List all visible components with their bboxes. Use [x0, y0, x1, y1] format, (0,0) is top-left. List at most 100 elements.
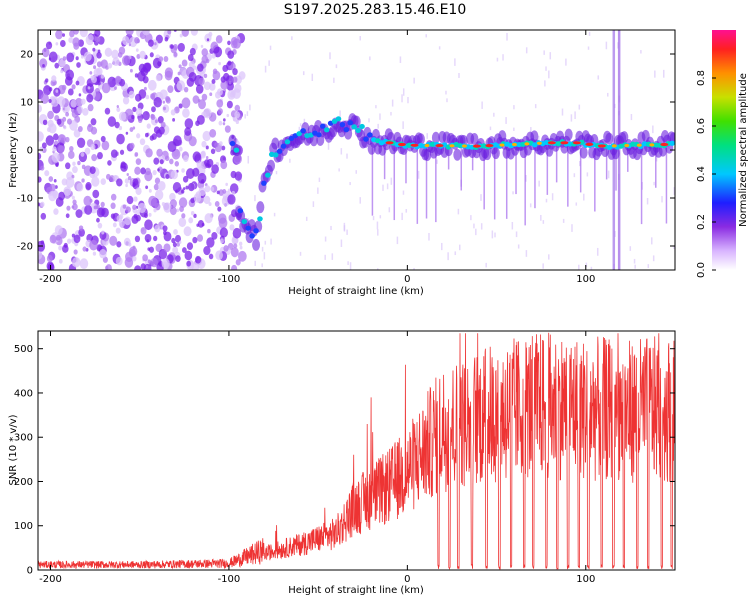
spectrogram-noise-mark	[176, 208, 180, 213]
spectrogram-streak-mark	[405, 147, 407, 184]
spectrogram-noise-mark	[40, 212, 47, 220]
spectrogram-noise-mark	[107, 76, 117, 88]
spectrogram-noise-mark	[178, 103, 183, 109]
spectrogram-track-core	[229, 140, 236, 147]
spectrogram-noise-mark	[149, 52, 154, 58]
spectrogram-noise-mark	[89, 166, 96, 174]
spectrogram-noise-mark	[159, 89, 168, 100]
spectrogram-streak-mark	[655, 147, 657, 188]
spectrogram-noise-mark	[67, 88, 74, 96]
spectrogram-track-core	[669, 140, 675, 146]
spectrogram-noise-mark	[179, 33, 183, 38]
spectrogram-noise-mark	[110, 149, 118, 158]
spectrogram-faint-mark	[247, 218, 250, 223]
spectrogram-track-peak	[511, 142, 517, 147]
spectrogram-streak-mark	[493, 147, 496, 220]
spectrogram-noise-mark	[173, 228, 178, 235]
spectrogram-noise-mark	[177, 71, 181, 76]
spectrogram-noise-mark	[154, 42, 157, 46]
spectrogram-faint-mark	[425, 34, 427, 38]
spectrogram-track-peak	[499, 143, 505, 147]
spectrogram-noise-mark	[138, 117, 143, 124]
spectrogram-noise-mark	[41, 142, 47, 149]
spectrogram-faint-mark	[551, 193, 554, 201]
spectrogram-faint-mark	[561, 108, 564, 116]
spectrogram-faint-mark	[329, 52, 331, 60]
spectrogram-track-halo	[267, 159, 276, 172]
spectrogram-track-core	[351, 124, 357, 130]
spectrogram-noise-mark	[151, 106, 156, 113]
spectrogram-noise-mark	[101, 82, 111, 94]
spectrogram-faint-mark	[349, 262, 352, 270]
spectrogram-faint-mark	[538, 180, 540, 187]
spectrogram-noise-mark	[112, 57, 120, 66]
spectrogram-noise-mark	[232, 68, 238, 76]
spectrogram-noise-mark	[142, 111, 150, 121]
spectrogram-noise-mark	[51, 75, 57, 82]
spectrogram-faint-mark	[513, 105, 515, 110]
spectrogram-noise-mark	[156, 148, 163, 157]
spectrogram-noise-mark	[65, 69, 75, 81]
spectrogram-faint-mark	[399, 56, 402, 63]
spectrogram-noise-mark	[42, 63, 45, 68]
spectrogram-faint-mark	[407, 96, 409, 104]
snr-y-tick-label: 0	[27, 566, 33, 577]
spectrogram-track-core	[233, 147, 240, 153]
spectrogram-faint-mark	[544, 80, 546, 87]
spectrogram-noise-mark	[219, 141, 223, 146]
spectrogram-noise-mark	[114, 86, 117, 90]
spectrogram-noise-mark	[131, 114, 135, 120]
spectrogram-noise-mark	[71, 84, 76, 90]
spectrogram-track-halo	[252, 238, 261, 251]
spectrogram-noise-mark	[91, 176, 100, 187]
spectrogram-noise-mark	[60, 39, 66, 48]
spectrogram-streak-mark	[546, 147, 549, 195]
spectrogram-noise-mark	[143, 86, 147, 91]
spectrogram-noise-mark	[192, 95, 200, 104]
spectrogram-faint-mark	[590, 266, 593, 270]
spectrogram-noise-mark	[125, 183, 128, 188]
spectrogram-noise-mark	[100, 135, 106, 143]
spectrogram-faint-mark	[540, 214, 542, 221]
spectrogram-noise-mark	[239, 245, 243, 250]
spectrogram-faint-mark	[454, 58, 456, 66]
spectrogram-faint-mark	[305, 216, 308, 221]
spectrogram-noise-mark	[172, 118, 176, 122]
spectrogram-faint-mark	[517, 244, 520, 249]
spectrogram-streak-mark	[640, 147, 643, 225]
spectrogram-noise-mark	[62, 56, 67, 61]
spectrogram-noise-mark	[128, 43, 132, 47]
spectrogram-noise-mark	[105, 265, 109, 270]
spectrogram-noise-mark	[109, 235, 118, 246]
spectrogram-noise-mark	[206, 158, 214, 168]
spectrogram-noise-mark	[134, 235, 141, 243]
spectrogram-faint-mark	[438, 46, 441, 50]
spectrogram-noise-mark	[62, 116, 67, 122]
spectrogram-faint-mark	[505, 117, 507, 124]
spectrogram-faint-mark	[312, 201, 315, 208]
spectrogram-track-core	[272, 152, 279, 158]
snr-frame	[37, 330, 676, 571]
spectrogram-noise-mark	[176, 80, 186, 92]
spectrogram-faint-mark	[548, 254, 550, 260]
spectrogram-noise-mark	[154, 189, 164, 201]
spectrogram-track-core	[288, 135, 295, 142]
spectrogram-noise-mark	[94, 35, 101, 43]
spectrogram-noise-mark	[154, 119, 158, 124]
spectrogram-track-peak	[611, 144, 617, 148]
spectrogram-faint-mark	[377, 229, 379, 236]
spectrogram-noise-mark	[48, 190, 57, 202]
spectrogram-noise-mark	[82, 246, 87, 252]
spectrogram-faint-mark	[646, 198, 649, 205]
spectrogram-faint-mark	[347, 261, 349, 266]
spectrogram-noise-mark	[53, 179, 57, 183]
spectrogram-noise-mark	[124, 178, 130, 184]
spectrogram-noise-mark	[226, 113, 230, 118]
spectrogram-noise-mark	[139, 50, 146, 59]
spectrogram-noise-mark	[183, 155, 189, 162]
spectrogram-noise-mark	[145, 185, 149, 190]
spectrogram-faint-mark	[254, 260, 256, 266]
spectrogram-noise-mark	[224, 125, 231, 133]
spectrogram-noise-mark	[38, 202, 41, 207]
